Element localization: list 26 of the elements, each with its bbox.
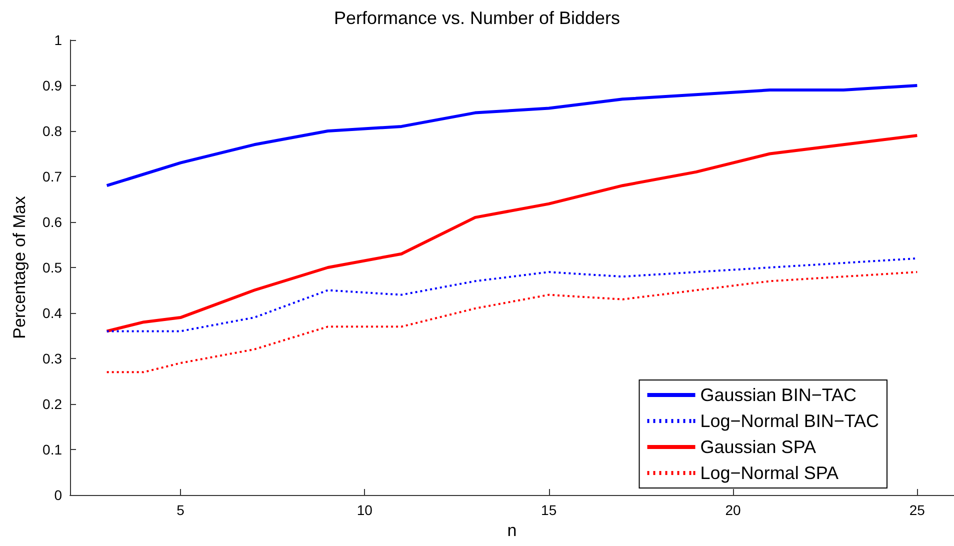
x-tick-label: 15 [541,502,557,518]
y-tick-label: 0.1 [42,442,62,458]
legend-label: Log−Normal BIN−TAC [700,411,879,431]
y-tick-label: 0.4 [42,305,62,321]
x-axis-title: n [507,520,517,540]
x-tick-label: 20 [725,502,741,518]
x-tick-label: 25 [909,502,926,518]
y-tick-label: 0 [54,487,62,503]
y-tick-label: 0.7 [42,168,62,184]
y-tick-label: 0.3 [42,350,62,366]
y-tick-label: 0.5 [42,260,62,276]
line-series [105,84,919,188]
y-tick-label: 0.8 [42,123,62,139]
x-tick-label: 5 [176,502,185,518]
line-series [106,271,918,374]
y-tick-label: 0.9 [42,78,62,94]
y-axis-title: Percentage of Max [10,196,29,339]
y-tick-label: 0.6 [42,214,62,230]
y-tick-label: 0.2 [42,396,62,412]
y-tick-label: 1 [54,32,62,48]
line-series [105,134,919,333]
legend-label: Log−Normal SPA [700,463,838,483]
legend-label: Gaussian SPA [700,437,816,457]
x-tick-label: 10 [356,502,373,518]
legend-label: Gaussian BIN−TAC [700,385,856,405]
chart-title: Performance vs. Number of Bidders [334,8,620,28]
